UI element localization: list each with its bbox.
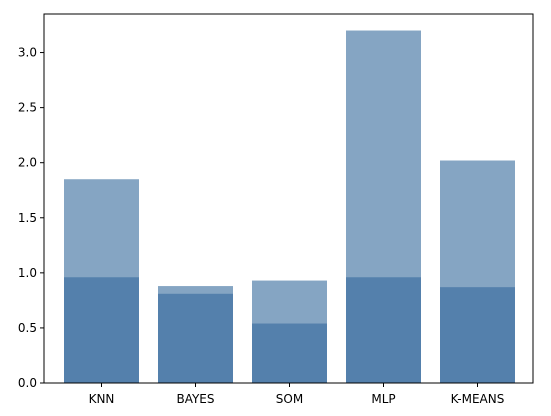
y-axis: 0.0 0.5 1.0 1.5 2.0 2.5 3.0 (18, 46, 44, 390)
x-tick-label-k-means: K-MEANS (451, 392, 505, 406)
x-axis: KNN BAYES SOM MLP K-MEANS (89, 383, 505, 406)
bar-som-series-2 (252, 323, 327, 383)
x-tick-label-mlp: MLP (371, 392, 395, 406)
y-tick-label: 0.0 (18, 376, 37, 390)
x-tick-label-som: SOM (276, 392, 303, 406)
bar-knn-series-2 (64, 277, 139, 383)
y-tick-label: 1.0 (18, 266, 37, 280)
y-tick-label: 2.5 (18, 101, 37, 115)
y-tick-label: 1.5 (18, 211, 37, 225)
bar-bayes-series-2 (158, 293, 233, 383)
y-tick-label: 0.5 (18, 321, 37, 335)
bars-group (64, 30, 515, 383)
bar-k-means-series-2 (440, 287, 515, 383)
bar-mlp-series-2 (346, 277, 421, 383)
x-tick-label-knn: KNN (89, 392, 115, 406)
y-tick-label: 2.0 (18, 156, 37, 170)
plot-frame (43, 13, 534, 384)
x-tick-label-bayes: BAYES (176, 392, 214, 406)
y-tick-label: 3.0 (18, 46, 37, 60)
